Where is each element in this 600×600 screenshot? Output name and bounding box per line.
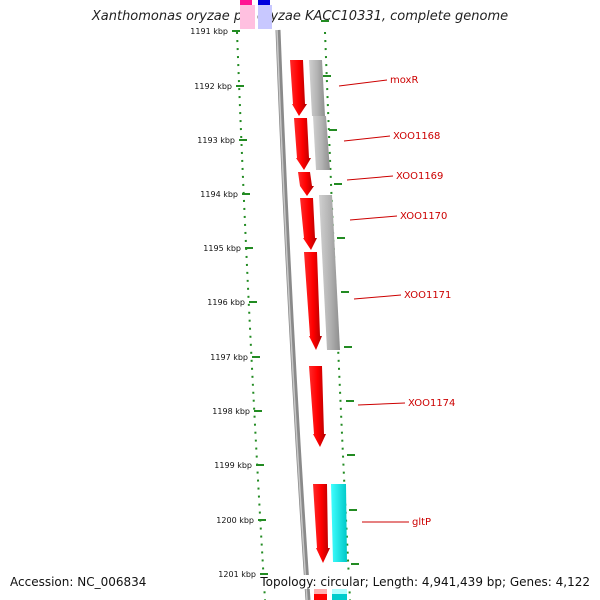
leader-moxR: [338, 79, 388, 87]
accession-text: Accession: NC_006834: [10, 575, 147, 589]
cds-arrow-xoo1170: [300, 198, 317, 250]
gene-label-xoo1174[interactable]: XOO1174: [408, 398, 455, 409]
gene-label-xoo1170[interactable]: XOO1170: [400, 211, 447, 222]
kbp-tick-label: 1195 kbp: [203, 244, 241, 253]
leader-xoo1170: [349, 215, 398, 221]
gene-label-xoo1171[interactable]: XOO1171: [404, 290, 451, 301]
feature-cyan-bottom-dark: [332, 594, 347, 600]
feature-cyan-gltP: [331, 484, 347, 562]
cds-arrow-xoo1168: [294, 118, 311, 170]
cds-arrow-xoo1174: [309, 366, 326, 447]
genome-backbone-highlight: [276, 29, 308, 600]
cds-arrow-moxR: [290, 60, 307, 116]
kbp-tick-label: 1197 kbp: [210, 353, 248, 362]
kbp-ticks: 1191 kbp 1192 kbp 1193 kbp 1194 kbp 1195 kbp…: [190, 20, 359, 579]
cds-arrow-xoo1171: [304, 252, 322, 350]
kbp-tick-label: 1193 kbp: [197, 136, 235, 145]
kbp-tick-label: 1194 kbp: [200, 190, 238, 199]
kbp-tick-label: 1192 kbp: [194, 82, 232, 91]
feature-blue-top: [258, 0, 270, 5]
gene-label-xoo1168[interactable]: XOO1168: [393, 131, 440, 142]
leader-xoo1168: [343, 135, 391, 142]
map-title: Xanthomonas oryzae pv. oryzae KACC10331,…: [91, 9, 509, 24]
cds-arrow-gltP: [313, 484, 330, 563]
cds-arrow-next-bottom-red: [314, 594, 327, 600]
kbp-tick-label: 1200 kbp: [216, 516, 254, 525]
gene-label-xoo1169[interactable]: XOO1169: [396, 171, 443, 182]
cds-arrow-xoo1169: [298, 172, 314, 196]
genome-backbone: [275, 29, 311, 600]
gene-block-xoo1168: [313, 116, 330, 170]
gene-block-xoo1170: [319, 195, 340, 350]
feature-lightblue-top: [258, 5, 272, 29]
leader-xoo1169: [346, 175, 394, 181]
leader-xoo1171: [353, 294, 402, 300]
gene-block-moxR: [309, 60, 325, 116]
gene-label-moxR[interactable]: moxR: [390, 75, 418, 86]
feature-magenta-top: [240, 0, 252, 5]
kbp-tick-label: 1201 kbp: [218, 570, 256, 579]
kbp-tick-label: 1198 kbp: [212, 407, 250, 416]
kbp-tick-label: 1199 kbp: [214, 461, 252, 470]
inner-ruler-arc: [236, 31, 266, 600]
topology-text: Topology: circular; Length: 4,941,439 bp…: [260, 575, 590, 589]
gene-label-gltP[interactable]: gltP: [412, 517, 431, 528]
kbp-tick-label: 1191 kbp: [190, 27, 228, 36]
leader-xoo1174: [357, 402, 406, 406]
kbp-tick-label: 1196 kbp: [207, 298, 245, 307]
feature-pink-top: [240, 5, 255, 29]
